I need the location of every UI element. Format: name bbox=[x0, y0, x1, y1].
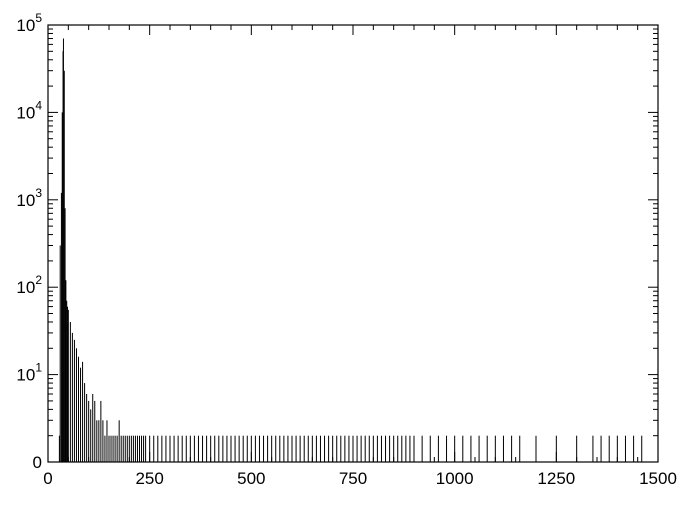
y-tick-label: 105 bbox=[16, 11, 42, 35]
y-tick-base: 0 bbox=[33, 453, 42, 472]
y-tick-label: 0 bbox=[33, 453, 42, 472]
y-tick-label: 104 bbox=[16, 98, 42, 122]
y-tick-label: 103 bbox=[16, 186, 42, 210]
x-tick-label: 1250 bbox=[537, 469, 575, 488]
x-tick-label: 1500 bbox=[639, 469, 677, 488]
y-tick-label: 101 bbox=[16, 361, 42, 385]
y-tick-exponent: 4 bbox=[35, 98, 42, 112]
x-tick-label: 250 bbox=[135, 469, 163, 488]
y-tick-base: 10 bbox=[16, 278, 35, 297]
y-tick-exponent: 2 bbox=[35, 273, 42, 287]
x-tick-label: 750 bbox=[339, 469, 367, 488]
axis-ticks bbox=[47, 24, 659, 463]
plot-frame bbox=[47, 24, 659, 463]
y-tick-base: 10 bbox=[16, 366, 35, 385]
y-tick-exponent: 3 bbox=[35, 186, 42, 200]
y-tick-base: 10 bbox=[16, 16, 35, 35]
x-tick-label: 0 bbox=[43, 469, 52, 488]
x-tick-label: 1000 bbox=[436, 469, 474, 488]
x-tick-label: 500 bbox=[237, 469, 265, 488]
y-tick-exponent: 5 bbox=[35, 11, 42, 25]
histogram-bars bbox=[58, 38, 643, 462]
y-tick-base: 10 bbox=[16, 103, 35, 122]
y-tick-base: 10 bbox=[16, 191, 35, 210]
x-tick-labels: 0 250 500 750 1000 1250 1500 bbox=[43, 469, 677, 488]
y-tick-label: 102 bbox=[16, 273, 42, 297]
y-tick-exponent: 1 bbox=[35, 361, 42, 375]
